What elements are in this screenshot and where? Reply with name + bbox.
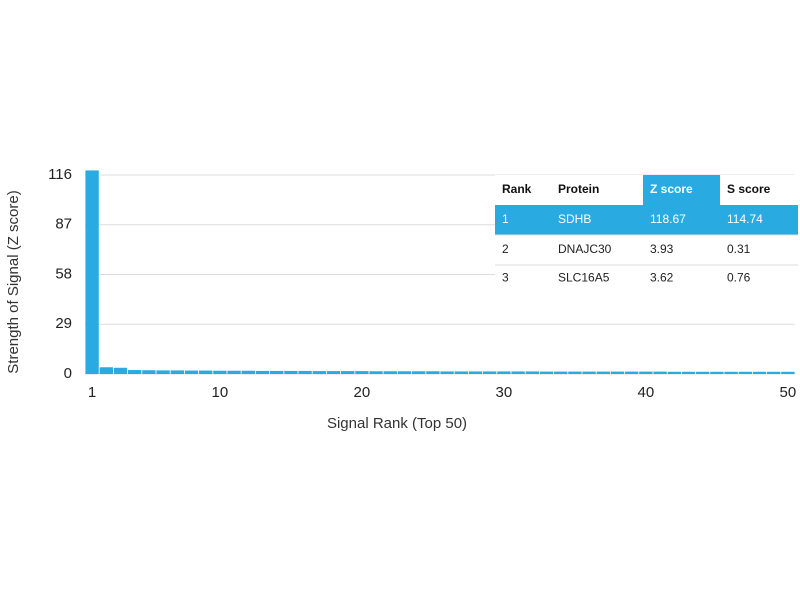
table-cell: 3.93 [650,242,674,256]
bar [213,370,227,374]
y-axis-label: Strength of Signal (Z score) [5,190,22,373]
bar [113,367,128,374]
x-tick-label: 30 [496,384,513,401]
table-cell: 118.67 [650,212,686,226]
bar [341,371,355,374]
bar [142,370,156,374]
bar [696,371,710,374]
x-tick-label: 20 [354,384,371,401]
bar [241,370,255,374]
y-tick-label: 29 [55,315,72,332]
row-highlight [495,205,798,235]
y-tick-label: 87 [55,216,72,233]
bar [270,370,284,374]
y-tick-label: 58 [55,265,72,282]
bar [383,371,397,374]
bar [298,370,312,374]
bar [710,371,724,374]
table-cell: SDHB [558,212,591,226]
bar [355,371,369,374]
bar [170,370,184,374]
bar [284,370,298,374]
x-tick-label: 40 [638,384,655,401]
table-cell: 0.31 [727,242,751,256]
table-header: S score [727,182,771,196]
bar [667,371,681,374]
x-tick-label: 10 [212,384,229,401]
table-cell: 3.62 [650,271,674,285]
table-cell: 0.76 [727,271,751,285]
bar [681,371,696,374]
bar [582,371,596,374]
bar [412,371,426,374]
bar [468,371,483,374]
table-cell: 114.74 [727,212,763,226]
bar [724,371,738,374]
table-header: Protein [558,182,599,196]
bar [426,371,440,374]
header-highlight [643,175,720,205]
bar [653,371,667,374]
bar [369,371,383,374]
bar [397,371,412,374]
bar [554,371,568,374]
table-cell: 3 [502,271,509,285]
bar [539,371,554,374]
bar [610,371,625,374]
bar [199,370,213,374]
x-axis-label: Signal Rank (Top 50) [327,415,467,432]
bar [568,371,582,374]
table-cell: DNAJC30 [558,242,612,256]
bar [596,371,610,374]
bar [85,170,99,374]
table-header: Z score [650,182,693,196]
table-cell: 1 [502,212,509,226]
bar [483,371,497,374]
table-header: Rank [502,182,532,196]
bar [454,371,468,374]
bar [312,371,326,374]
bar [781,371,795,374]
table-cell: SLC16A5 [558,271,610,285]
bar [738,371,752,374]
bar [227,370,241,374]
bar [525,371,539,374]
bar [156,370,170,374]
bar [511,371,525,374]
bar [184,370,199,374]
bar [639,371,653,374]
bar [99,367,113,374]
bar [326,371,341,374]
bar [128,370,142,374]
x-tick-label: 50 [780,384,797,401]
table-cell: 2 [502,242,509,256]
bar [625,371,639,374]
bar [255,370,270,374]
y-tick-label: 116 [48,166,72,183]
y-tick-label: 0 [64,365,72,382]
bar [440,371,454,374]
bar [752,371,767,374]
bar [767,371,781,374]
x-tick-label: 1 [88,384,96,401]
bar [497,371,511,374]
